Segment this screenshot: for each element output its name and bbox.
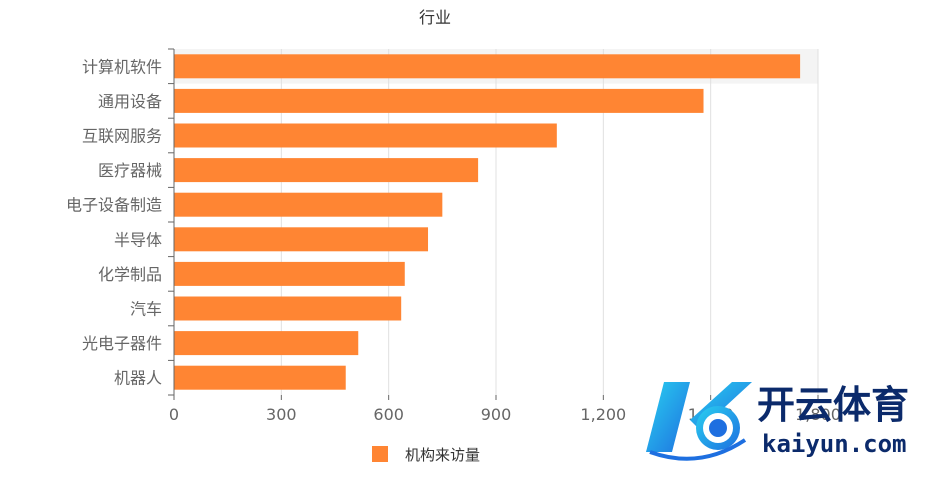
- bar-2[interactable]: [174, 88, 704, 113]
- k-logo-icon: [646, 382, 752, 461]
- y-tick-label: 化学制品: [98, 265, 162, 284]
- bar-layer: [174, 54, 801, 390]
- bar-4[interactable]: [174, 158, 479, 183]
- legend-label[interactable]: 机构来访量: [405, 446, 480, 464]
- bar-3[interactable]: [174, 123, 557, 148]
- bar-9[interactable]: [174, 331, 359, 356]
- y-tick-label: 汽车: [130, 300, 162, 319]
- x-tick-label: 1,800: [795, 405, 841, 424]
- x-tick-label: 300: [266, 405, 297, 424]
- y-tick-label: 电子设备制造: [66, 196, 162, 215]
- bar-6[interactable]: [174, 227, 429, 252]
- y-tick-label: 通用设备: [98, 92, 162, 111]
- bar-8[interactable]: [174, 296, 402, 321]
- x-tick-label: 900: [481, 405, 512, 424]
- watermark-brand-cn: 开云体育: [757, 383, 909, 427]
- y-tick-label: 医疗器械: [98, 161, 162, 180]
- bar-10[interactable]: [174, 365, 346, 390]
- y-tick-label: 半导体: [114, 230, 162, 249]
- x-tick-label: 600: [373, 405, 404, 424]
- bar-1[interactable]: [174, 54, 801, 79]
- legend[interactable]: 机构来访量: [372, 446, 480, 464]
- watermark-brand-en: kaiyun.com: [762, 430, 907, 458]
- x-tick-label: 1,200: [580, 405, 626, 424]
- y-tick-label: 互联网服务: [82, 127, 162, 146]
- watermark: 开云体育 kaiyun.com: [646, 382, 909, 461]
- x-tick-label: 0: [169, 405, 179, 424]
- chart-title: 行业: [419, 8, 451, 27]
- legend-swatch[interactable]: [372, 446, 388, 462]
- y-tick-label: 光电子器件: [82, 334, 162, 353]
- y-tick-label: 计算机软件: [82, 57, 162, 76]
- bar-5[interactable]: [174, 192, 443, 217]
- bar-7[interactable]: [174, 261, 405, 286]
- y-tick-label: 机器人: [114, 369, 162, 388]
